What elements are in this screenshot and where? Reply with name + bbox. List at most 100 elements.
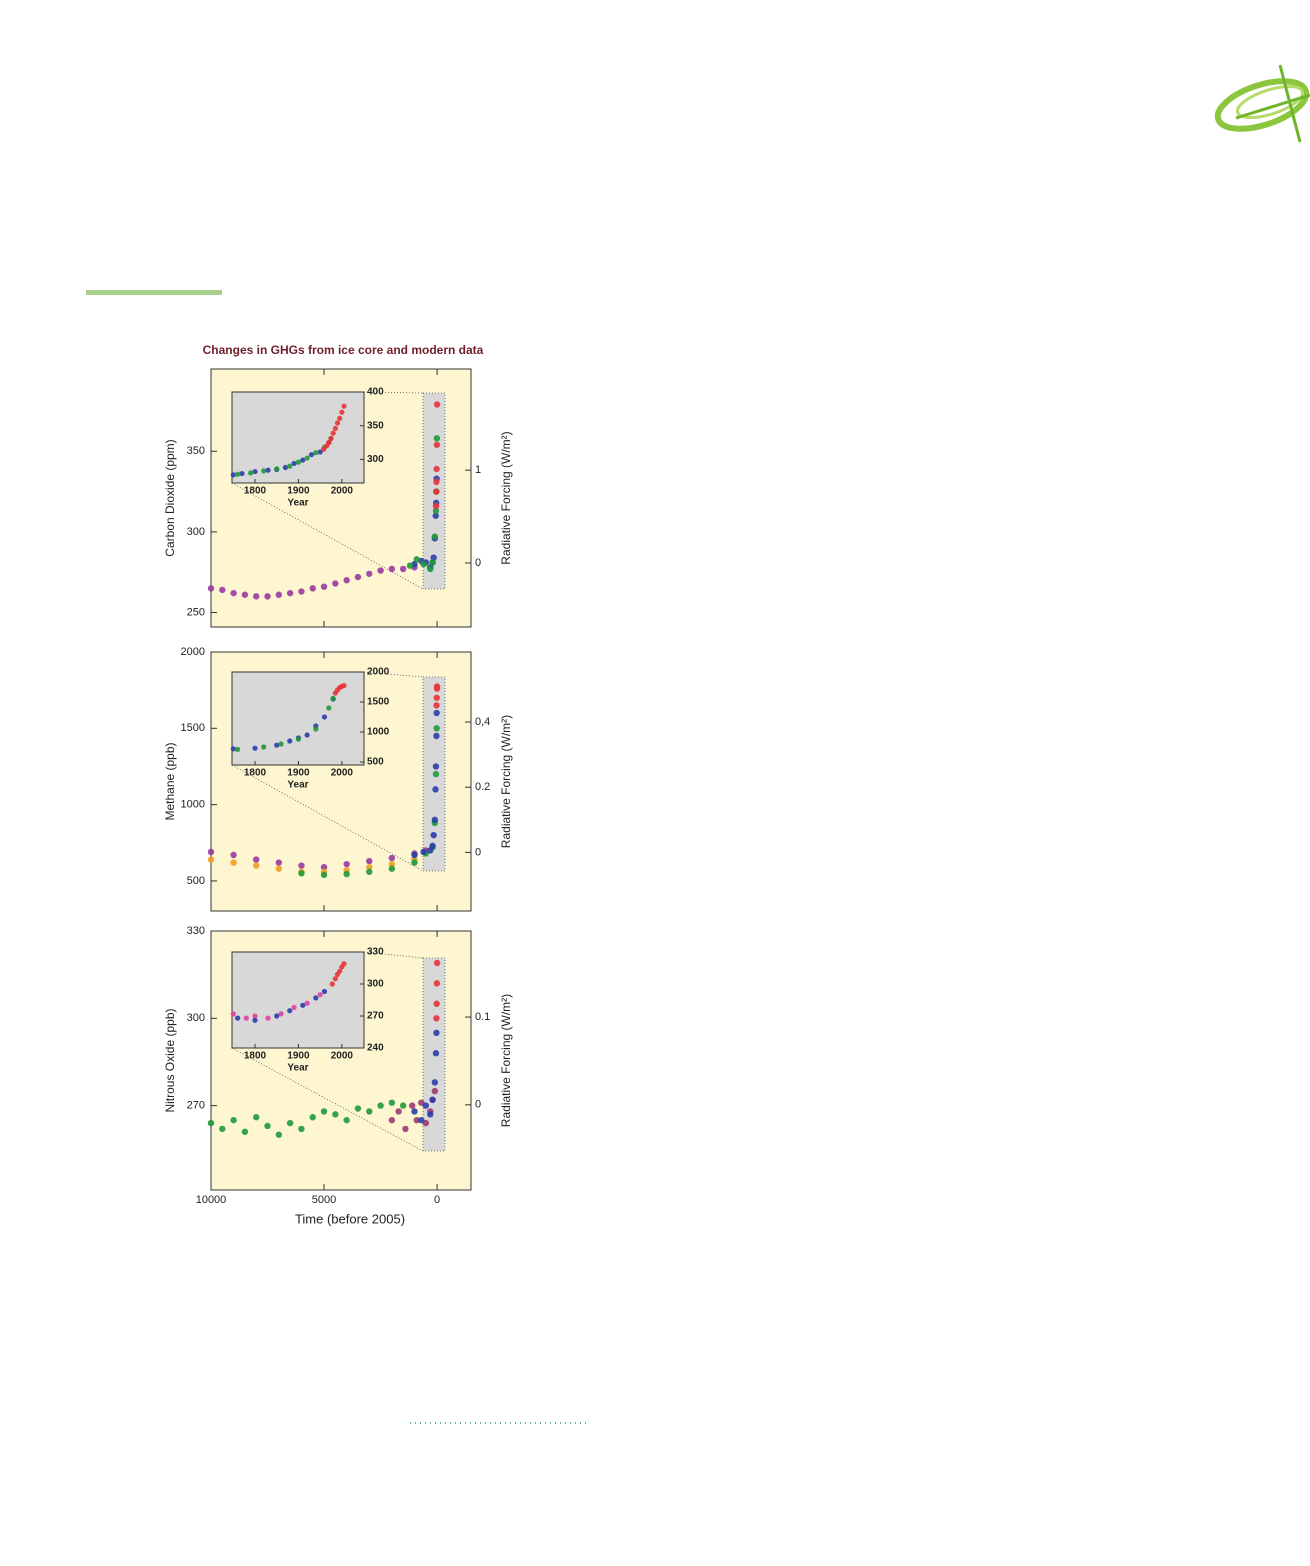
inset-x-tick-label: 1900 (287, 486, 310, 497)
data-point (265, 1015, 271, 1021)
data-point (243, 1015, 249, 1021)
data-point (286, 589, 294, 597)
data-point (341, 403, 347, 409)
data-point (207, 848, 215, 856)
y-tick-label: 270 (187, 1100, 205, 1112)
y-tick-label: 330 (187, 925, 205, 937)
data-point (264, 1122, 271, 1130)
logo (1214, 64, 1310, 143)
data-point (337, 415, 343, 421)
data-point (422, 1102, 429, 1109)
data-point (332, 580, 339, 587)
data-point (320, 1108, 328, 1115)
data-point (399, 1102, 407, 1109)
data-point (418, 1099, 425, 1106)
inset-x-tick-label: 1800 (244, 1051, 267, 1062)
data-point (287, 1008, 293, 1014)
data-point (429, 559, 436, 566)
data-point (388, 565, 396, 573)
data-point (433, 732, 440, 740)
data-point (235, 471, 241, 477)
data-point (282, 464, 289, 471)
y2-tick-label: 0 (475, 557, 481, 569)
inset-y-tick-label: 2000 (367, 667, 390, 678)
y2-tick-label: 1 (475, 464, 481, 476)
y2-axis-label: Radiative Forcing (W/m²) (499, 431, 513, 564)
data-point (433, 709, 440, 717)
data-point (433, 478, 440, 486)
data-point (354, 573, 362, 581)
data-point (328, 435, 334, 442)
data-point (287, 463, 293, 469)
data-point (304, 1000, 310, 1006)
data-point (298, 862, 305, 869)
data-point (433, 694, 440, 701)
data-point (261, 468, 267, 474)
data-point (253, 593, 260, 600)
data-point (274, 466, 280, 472)
data-point (274, 742, 280, 748)
data-point (433, 1015, 440, 1022)
data-point (275, 1131, 283, 1138)
data-point (420, 560, 427, 568)
inset-x-tick-label: 2000 (331, 1051, 354, 1062)
data-point (433, 959, 441, 967)
inset-y-tick-label: 1500 (367, 697, 390, 708)
data-point (431, 1087, 439, 1095)
data-point (252, 745, 258, 751)
data-point (339, 409, 345, 415)
data-point (366, 857, 373, 865)
data-point (241, 591, 249, 598)
data-point (219, 586, 226, 594)
data-point (377, 1102, 384, 1109)
data-point (274, 1013, 280, 1019)
y-tick-label: 2000 (181, 646, 205, 658)
inset-x-tick-label: 2000 (331, 768, 354, 779)
data-point (337, 968, 343, 974)
inset-y-tick-label: 270 (367, 1011, 384, 1022)
data-point (275, 591, 283, 598)
inset-x-tick-label: 2000 (331, 486, 354, 497)
data-point (278, 741, 284, 747)
data-point (409, 1102, 416, 1109)
data-point (230, 1116, 237, 1124)
data-point (433, 725, 440, 732)
y-axis-label: Methane (ppb) (163, 742, 177, 820)
data-point (300, 457, 306, 463)
data-point (432, 770, 440, 778)
data-point (343, 1116, 350, 1124)
data-point (295, 736, 302, 742)
data-point (341, 961, 347, 967)
y-axis-label: Carbon Dioxide (ppm) (163, 439, 177, 556)
data-point (313, 450, 319, 456)
x-tick-label: 10000 (196, 1194, 227, 1206)
inset-y-tick-label: 1000 (367, 727, 390, 738)
data-point (230, 859, 237, 866)
data-point (326, 439, 332, 446)
data-point (291, 460, 297, 467)
data-point (343, 860, 350, 868)
data-point (313, 995, 319, 1001)
data-point (230, 1011, 236, 1017)
data-point (377, 567, 384, 574)
data-point (433, 401, 441, 408)
data-point (431, 1079, 439, 1086)
data-point (433, 683, 441, 690)
data-point (366, 1108, 373, 1115)
data-point (275, 865, 283, 872)
data-point (432, 502, 440, 510)
data-point (241, 1128, 249, 1135)
data-point (295, 459, 302, 465)
data-point (308, 452, 315, 458)
data-point (253, 862, 260, 869)
data-point (430, 831, 437, 839)
data-point (432, 507, 440, 515)
data-point (230, 472, 236, 478)
inset-x-tick-label: 1900 (287, 1051, 310, 1062)
data-point (230, 746, 236, 752)
data-point (433, 1029, 440, 1037)
data-point (321, 988, 328, 995)
x-tick-label: 0 (434, 1194, 440, 1206)
data-point (298, 1125, 305, 1133)
